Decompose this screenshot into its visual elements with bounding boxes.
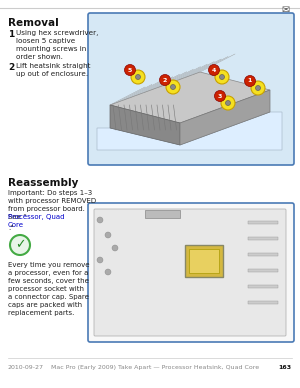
Text: Removal: Removal [8,18,59,28]
Bar [248,285,278,288]
Text: ✓: ✓ [15,239,25,251]
Circle shape [214,90,226,102]
Circle shape [166,80,180,94]
Text: Important: Do steps 1–3
with processor REMOVED
from processor board.
See “: Important: Do steps 1–3 with processor R… [8,190,96,220]
Circle shape [105,269,111,275]
Bar [189,249,219,273]
Bar [248,237,278,240]
Text: 163: 163 [278,365,291,370]
Circle shape [112,245,118,251]
Circle shape [251,81,265,95]
Text: 2010-09-27: 2010-09-27 [8,365,44,370]
Text: 3: 3 [218,94,222,99]
Bar [185,245,223,277]
Text: Every time you remove
a processor, even for a
few seconds, cover the
processor s: Every time you remove a processor, even … [8,262,89,316]
Text: Processor, Quad
Core: Processor, Quad Core [8,214,64,228]
Bar [145,210,180,218]
Text: 1: 1 [248,78,252,83]
Text: Using hex screwdriver,
loosen 5 captive
mounting screws in
order shown.: Using hex screwdriver, loosen 5 captive … [16,30,98,60]
Bar [248,221,278,224]
Bar [248,269,278,272]
Circle shape [105,232,111,238]
Bar [248,301,278,304]
Text: 2: 2 [163,78,167,83]
Text: .": ." [8,225,14,231]
Text: 5: 5 [128,68,132,73]
Text: 1: 1 [8,30,14,39]
Polygon shape [97,112,282,150]
Circle shape [220,74,224,80]
Circle shape [136,74,140,80]
Circle shape [97,257,103,263]
FancyBboxPatch shape [94,209,286,336]
Circle shape [124,64,136,76]
FancyBboxPatch shape [88,203,294,342]
Circle shape [131,70,145,84]
Bar [248,253,278,256]
Circle shape [244,76,256,87]
Text: 4: 4 [212,68,216,73]
Text: Lift heatsink straight
up out of enclosure.: Lift heatsink straight up out of enclosu… [16,63,91,77]
Circle shape [10,235,30,255]
Polygon shape [180,90,270,145]
Circle shape [97,217,103,223]
Text: ✉: ✉ [281,5,289,15]
Circle shape [160,74,170,85]
FancyBboxPatch shape [88,13,294,165]
Text: Mac Pro (Early 2009) Take Apart — Processor Heatsink, Quad Core: Mac Pro (Early 2009) Take Apart — Proces… [51,365,259,370]
Circle shape [226,100,230,106]
Polygon shape [110,72,270,123]
Circle shape [215,70,229,84]
Circle shape [221,96,235,110]
Circle shape [208,64,220,76]
Circle shape [256,85,260,90]
Polygon shape [110,105,180,145]
Text: Reassembly: Reassembly [8,178,78,188]
Text: 2: 2 [8,63,14,72]
Circle shape [170,85,175,90]
